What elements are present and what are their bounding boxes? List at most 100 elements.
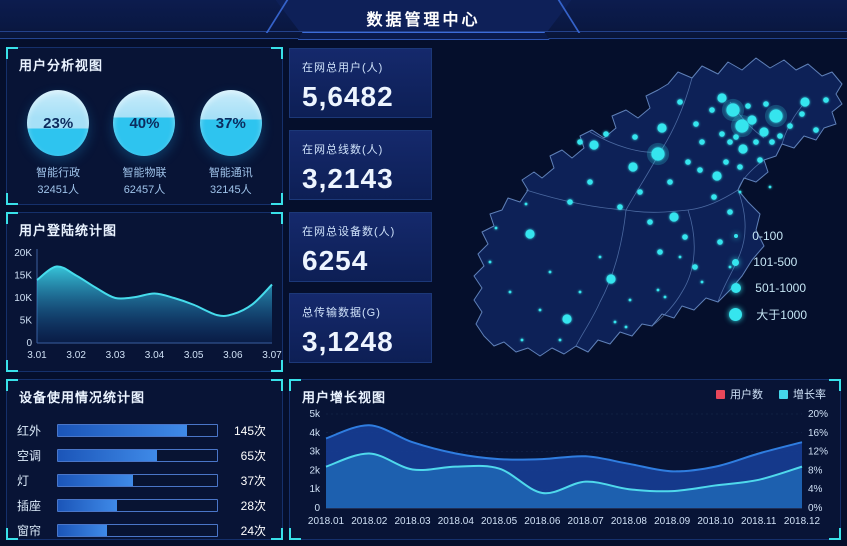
scatter-dot-icon: [731, 283, 742, 293]
device-bar-chart: 红外 145次空调 65次灯 37次插座 28次窗帘 24次: [7, 408, 282, 543]
gauge-group: 23% 智能行政 32451人 40% 智能物联 62457人 37% 智能通讯…: [7, 76, 282, 198]
panel-user-analysis: 用户分析视图 23% 智能行政 32451人 40% 智能物联 62457人 3…: [6, 47, 283, 205]
device-label: 插座: [17, 499, 42, 513]
svg-text:15K: 15K: [14, 271, 32, 282]
device-bar-fill: [58, 425, 187, 436]
svg-text:2018.08: 2018.08: [611, 516, 648, 527]
panel-login-stats: 用户登陆统计图 0 5K 10K 15K 20K 3.01 3.02 3.03 3.04 3.05…: [6, 212, 283, 372]
map-legend-item: 0-100: [729, 223, 807, 249]
legend-label-growth-rate: 增长率: [793, 389, 826, 401]
liquid-gauge-circle: 40%: [113, 90, 176, 156]
device-bar-fill: [58, 475, 133, 486]
svg-text:3k: 3k: [309, 447, 321, 458]
map-legend-item: 501-1000: [729, 275, 807, 301]
header-decoration: [297, 32, 550, 40]
growth-area-chart: 0 0% 1k 4% 2k 8% 3k 12% 4k 16% 5k 20% 2018.01 2018.02…: [308, 409, 828, 527]
panel-login-stats-title: 用户登陆统计图: [19, 223, 118, 238]
svg-text:10K: 10K: [14, 293, 32, 304]
device-label: 空调: [17, 449, 42, 463]
svg-text:16%: 16%: [808, 428, 828, 439]
svg-text:2018.03: 2018.03: [394, 516, 431, 527]
svg-text:20K: 20K: [14, 248, 32, 259]
gauge-comm: 37% 智能通讯 32145人: [199, 90, 262, 198]
svg-text:3.01: 3.01: [27, 350, 47, 361]
device-bar-fill: [58, 525, 108, 536]
device-value: 24次: [240, 524, 266, 538]
svg-text:8%: 8%: [808, 465, 823, 476]
svg-text:2018.12: 2018.12: [784, 516, 821, 527]
device-value: 145次: [233, 424, 266, 438]
header-trapezoid: [275, 0, 572, 31]
device-bar-track: [57, 524, 218, 537]
kpi-value: 3,2143: [302, 163, 394, 194]
page-title: 数据管理中心: [366, 12, 481, 29]
legend-item-users[interactable]: 用户数: [716, 386, 763, 402]
kpi-card-total-devices: 在网总设备数(人) 6254: [289, 212, 432, 282]
legend-item-growth-rate[interactable]: 增长率: [779, 386, 826, 402]
legend-swatch-growth-rate: [779, 389, 788, 399]
header-divider: [0, 31, 847, 32]
kpi-label: 在网总设备数(人): [302, 226, 396, 238]
kpi-card-total-data: 总传输数据(G) 3,1248: [289, 293, 432, 363]
device-bar-row: 红外 145次: [17, 418, 266, 443]
device-value: 28次: [240, 499, 266, 513]
device-bar-track: [57, 449, 218, 462]
device-value: 65次: [240, 449, 266, 463]
gauge-label: 智能通讯 32145人: [208, 167, 253, 196]
svg-text:2018.04: 2018.04: [438, 516, 475, 527]
svg-text:2018.11: 2018.11: [741, 516, 777, 527]
svg-text:2018.06: 2018.06: [524, 516, 561, 527]
gauge-admin: 23% 智能行政 32451人: [27, 90, 90, 198]
svg-text:2018.02: 2018.02: [351, 516, 388, 527]
svg-text:0: 0: [26, 338, 32, 349]
device-label: 灯: [17, 474, 30, 488]
kpi-value: 3,1248: [302, 326, 394, 357]
scatter-dot-icon: [732, 258, 740, 266]
svg-text:3.07: 3.07: [262, 350, 282, 361]
panel-device-usage-title: 设备使用情况统计图: [19, 390, 146, 405]
scatter-dot-icon: [734, 234, 739, 238]
legend-swatch-users: [716, 389, 725, 399]
panel-user-analysis-title: 用户分析视图: [19, 58, 104, 73]
svg-text:4%: 4%: [808, 484, 823, 495]
device-bar-row: 灯 37次: [17, 468, 266, 493]
panel-user-growth: 用户增长视图 用户数 增长率 0 0% 1k 4% 2k 8% 3k 12% 4k 16% 5k 20…: [289, 379, 841, 540]
svg-text:0%: 0%: [808, 503, 823, 514]
svg-text:2018.05: 2018.05: [481, 516, 518, 527]
svg-text:2018.10: 2018.10: [697, 516, 734, 527]
device-value: 37次: [240, 474, 266, 488]
panel-user-growth-title: 用户增长视图: [302, 390, 387, 405]
legend-label-users: 用户数: [730, 389, 763, 401]
liquid-gauge-circle: 23%: [27, 90, 90, 156]
svg-text:4k: 4k: [309, 428, 321, 439]
panel-device-usage: 设备使用情况统计图 红外 145次空调 65次灯 37次插座 28次窗帘 24次: [6, 379, 283, 540]
map-legend-item: 大于1000: [729, 301, 807, 327]
svg-text:0: 0: [314, 503, 320, 514]
svg-text:3.03: 3.03: [106, 350, 126, 361]
kpi-card-total-lines: 在网总线数(人) 3,2143: [289, 130, 432, 200]
svg-text:1k: 1k: [309, 484, 321, 495]
svg-text:20%: 20%: [808, 409, 828, 420]
kpi-value: 6254: [302, 245, 369, 276]
svg-text:5k: 5k: [309, 409, 321, 420]
growth-legend: 用户数 增长率: [716, 386, 826, 402]
svg-text:12%: 12%: [808, 447, 828, 458]
kpi-value: 5,6482: [302, 81, 394, 112]
svg-text:2018.01: 2018.01: [308, 516, 345, 527]
device-bar-row: 空调 65次: [17, 443, 266, 468]
device-bar-row: 插座 28次: [17, 493, 266, 518]
device-bar-track: [57, 474, 218, 487]
svg-text:2k: 2k: [309, 465, 321, 476]
map-canvas: [473, 57, 843, 357]
svg-text:5K: 5K: [20, 316, 33, 327]
scatter-dot-icon: [729, 307, 743, 321]
svg-text:3.04: 3.04: [145, 350, 165, 361]
liquid-gauge-circle: 37%: [199, 90, 262, 156]
device-label: 窗帘: [17, 524, 42, 538]
device-bar-fill: [58, 500, 117, 511]
gauge-label: 智能行政 32451人: [36, 167, 81, 196]
device-bar-fill: [58, 450, 157, 461]
device-bar-row: 窗帘 24次: [17, 518, 266, 543]
svg-text:3.06: 3.06: [223, 350, 243, 361]
header-bar: 数据管理中心: [0, 0, 847, 40]
